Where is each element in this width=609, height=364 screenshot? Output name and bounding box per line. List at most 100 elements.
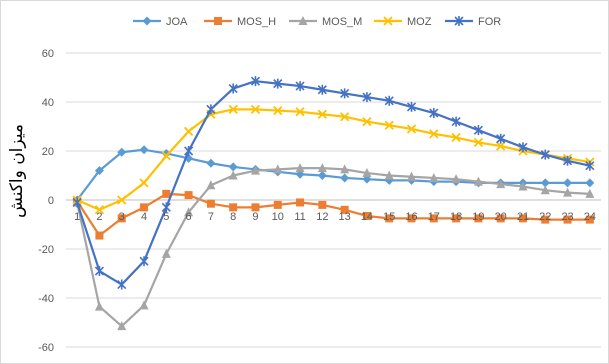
- x-tick-label: 15: [383, 211, 395, 223]
- data-point-for: [206, 104, 216, 115]
- x-tick-label: 18: [450, 211, 462, 223]
- x-tick-label: 23: [561, 211, 573, 223]
- data-point-moz: [117, 195, 127, 205]
- data-point-moz: [340, 112, 350, 122]
- data-point-mos-h: [318, 200, 327, 209]
- x-tick-label: 22: [539, 211, 551, 223]
- data-point-moz: [273, 105, 283, 116]
- x-tick-label: 5: [163, 211, 169, 223]
- legend-marker: [454, 16, 464, 26]
- data-point-mos-m: [317, 163, 327, 173]
- data-point-joa: [317, 171, 327, 180]
- data-point-mos-m: [407, 171, 417, 181]
- series-line-moz: [76, 108, 591, 211]
- data-point-mos-m: [139, 300, 149, 310]
- data-point-moz: [228, 104, 238, 114]
- data-point-joa: [563, 178, 573, 188]
- data-point-for: [384, 95, 394, 106]
- data-point-for: [406, 101, 417, 112]
- data-point-mos-h: [585, 215, 594, 224]
- data-point-moz: [161, 151, 171, 161]
- data-point-for: [250, 76, 261, 87]
- x-tick-label: 10: [272, 211, 284, 223]
- data-point-mos-h: [162, 189, 171, 198]
- legend-marker: [383, 16, 393, 26]
- data-point-mos-h: [429, 214, 438, 223]
- y-tick-label: 40: [42, 97, 54, 109]
- data-point-mos-h: [95, 231, 104, 240]
- data-point-for: [273, 78, 283, 89]
- legend-marker: [214, 17, 222, 25]
- data-point-mos-h: [140, 203, 149, 212]
- data-point-mos-h: [563, 215, 572, 224]
- legend-label: FOR: [478, 16, 501, 28]
- x-tick-labels: 1 2 3 4 5 6 7 8 9 10 11 12 13 14 15 16 17 18 19 20 21 22 23 24: [74, 211, 596, 223]
- y-tick-label: 60: [42, 48, 54, 60]
- data-point-mos-m: [473, 176, 483, 186]
- x-tick-label: 11: [294, 211, 305, 223]
- x-tick-label: 12: [316, 211, 328, 223]
- legend: JOA MOS_H MOS_M MOZ FOR: [133, 16, 501, 28]
- x-tick-label: 16: [405, 211, 417, 223]
- data-point-for: [317, 84, 327, 95]
- x-tick-label: 7: [208, 211, 214, 223]
- data-point-joa: [340, 173, 350, 183]
- data-point-moz: [139, 178, 149, 188]
- data-point-mos-m: [563, 187, 573, 197]
- y-axis-title-text: میزان واکنش: [7, 123, 27, 219]
- data-point-for: [228, 83, 238, 94]
- data-point-joa: [585, 178, 595, 188]
- data-point-for: [72, 197, 82, 208]
- legend-marker: [298, 16, 308, 25]
- data-point-mos-h: [117, 214, 126, 223]
- data-point-mos-m: [250, 165, 260, 175]
- data-point-mos-h: [474, 214, 483, 223]
- data-point-mos-h: [206, 199, 215, 208]
- data-point-for: [518, 142, 528, 153]
- data-point-mos-h: [452, 214, 461, 223]
- data-point-mos-m: [94, 301, 104, 311]
- data-point-mos-m: [184, 207, 194, 217]
- data-point-for: [585, 160, 595, 171]
- data-point-mos-h: [273, 200, 282, 209]
- data-point-joa: [161, 148, 171, 158]
- data-point-for: [562, 155, 573, 166]
- data-point-moz: [473, 137, 484, 148]
- data-point-for: [340, 88, 350, 99]
- data-point-joa: [206, 158, 216, 168]
- data-point-mos-h: [229, 203, 238, 212]
- x-tick-label: 9: [252, 211, 258, 223]
- x-tick-label: 13: [339, 211, 351, 223]
- data-point-for: [362, 92, 372, 103]
- x-tick-label: 21: [517, 211, 529, 223]
- data-point-mos-m: [518, 181, 528, 191]
- data-point-mos-m: [273, 164, 283, 174]
- x-tick-label: 1: [74, 211, 80, 223]
- legend-label: MOS_H: [237, 16, 276, 28]
- data-point-mos-h: [541, 215, 550, 224]
- data-point-for: [117, 279, 127, 290]
- data-point-moz: [317, 109, 327, 119]
- data-point-moz: [384, 120, 394, 130]
- gridlines: [66, 52, 601, 348]
- series-line-for: [76, 80, 591, 286]
- x-tick-label: 14: [361, 211, 373, 223]
- series-line-mos-m: [76, 167, 590, 328]
- data-point-for: [451, 116, 461, 127]
- data-point-mos-m: [384, 170, 394, 180]
- data-point-for: [94, 266, 105, 277]
- data-point-mos-m: [429, 172, 439, 182]
- data-point-mos-h: [362, 211, 371, 220]
- x-tick-label: 17: [428, 211, 440, 223]
- data-point-joa: [540, 178, 550, 188]
- data-point-for: [496, 133, 506, 144]
- x-tick-label: 4: [141, 211, 147, 223]
- data-point-moz: [496, 141, 506, 151]
- y-axis: -60 -40 -20 0 20 40 60: [38, 48, 54, 354]
- data-point-mos-h: [518, 214, 527, 223]
- y-tick-label: 20: [42, 146, 54, 158]
- data-point-mos-m: [161, 248, 171, 258]
- data-point-mos-h: [340, 205, 349, 214]
- data-point-mos-h: [407, 214, 416, 223]
